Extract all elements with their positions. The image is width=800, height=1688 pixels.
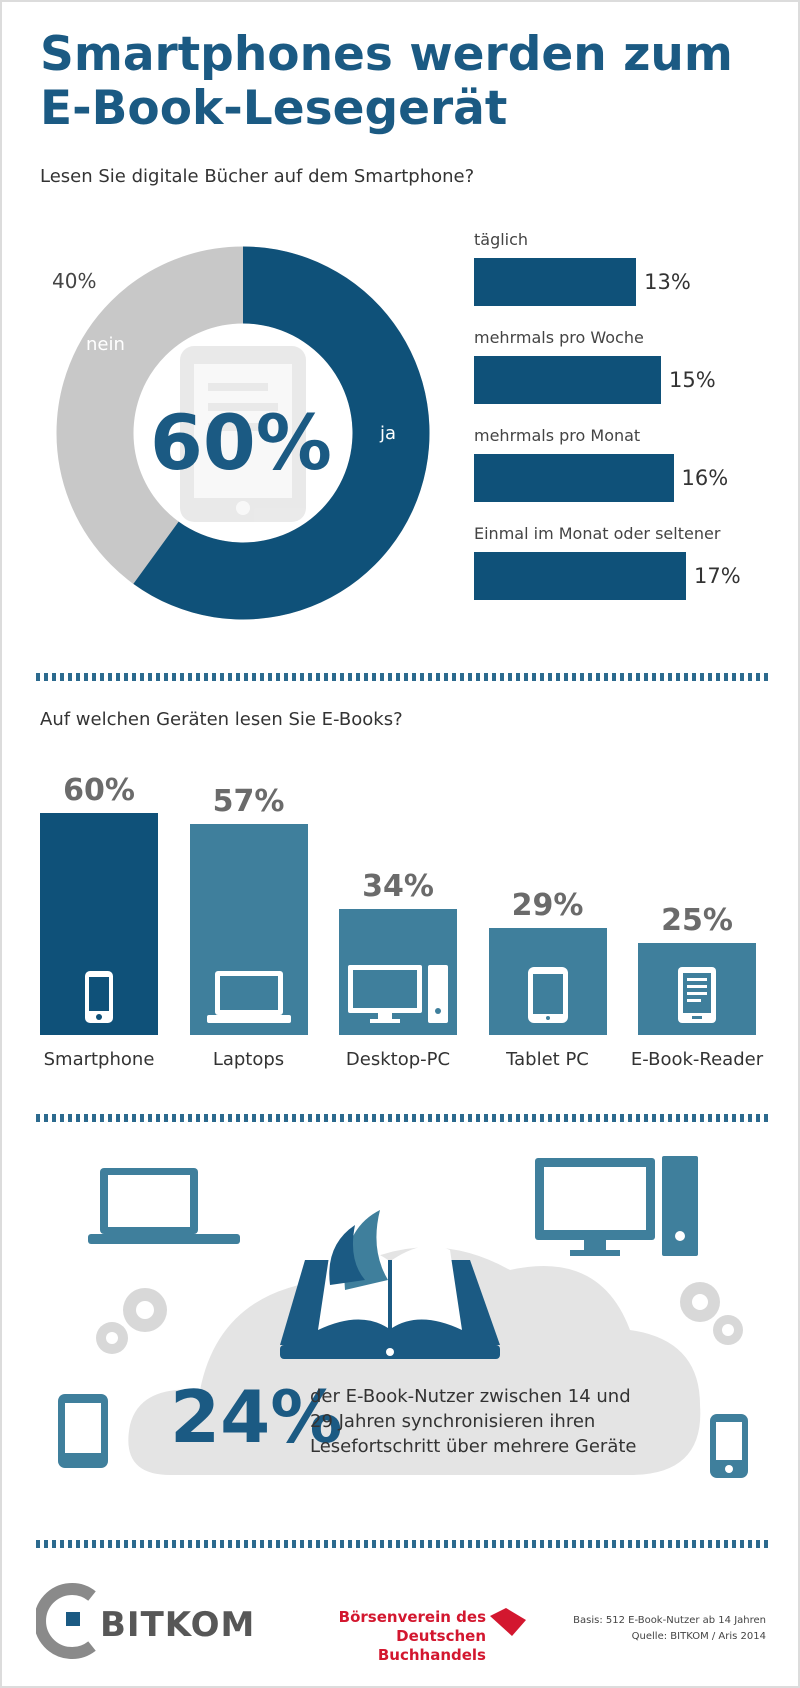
donut-slice-ja	[133, 246, 430, 620]
question-smartphone: Lesen Sie digitale Bücher auf dem Smartp…	[40, 166, 475, 187]
frequency-bar	[474, 356, 662, 404]
device-bar-label: Laptops	[212, 1049, 285, 1070]
frequency-bar-value: 13%	[644, 270, 691, 294]
boersenverein-logo-icon	[490, 1608, 526, 1636]
device-bar-label: Tablet PC	[506, 1049, 589, 1070]
device-bar-value: 57%	[212, 784, 285, 820]
frequency-bar-label: täglich	[474, 230, 529, 249]
divider-2	[36, 1114, 770, 1122]
device-bar-value: 29%	[511, 887, 584, 923]
sync-illustration	[58, 1156, 748, 1478]
question-devices: Auf welchen Geräten lesen Sie E-Books?	[40, 709, 403, 730]
frequency-bar	[474, 552, 686, 600]
device-bar-value: 34%	[362, 869, 434, 905]
bitkom-logo-icon	[36, 1583, 96, 1659]
frequency-bar-value: 16%	[681, 466, 729, 490]
desktop-pc-icon	[348, 965, 448, 1027]
donut-chart	[48, 238, 438, 628]
gear-icon	[96, 1282, 743, 1354]
frequency-bar	[474, 258, 637, 306]
frequency-bar-value: 15%	[669, 368, 716, 392]
frequency-bar-label: mehrmals pro Woche	[474, 328, 644, 347]
device-bar-label: E-Book-Reader	[630, 1049, 764, 1070]
tablet-icon	[527, 967, 568, 1027]
ebook-reader-icon	[678, 967, 716, 1027]
boersenverein-logo-text: Börsenverein des Deutschen Buchhandels	[326, 1608, 486, 1665]
smartphone-icon	[710, 1414, 748, 1478]
device-bar-value: 60%	[63, 773, 135, 808]
footer-quelle: Quelle: BITKOM / Aris 2014	[631, 1631, 766, 1642]
frequency-bar-label: Einmal im Monat oder seltener	[474, 524, 721, 543]
desktop-pc-icon	[535, 1156, 698, 1256]
donut-center-percent: 60%	[150, 398, 332, 487]
laptop-icon	[88, 1168, 240, 1244]
boersenverein-line-1: Börsenverein des	[338, 1608, 486, 1626]
frequency-bar	[474, 454, 674, 502]
title-line-2: E-Book-Lesegerät	[40, 81, 508, 136]
smartphone-icon	[85, 971, 113, 1027]
sync-description: der E-Book-Nutzer zwischen 14 und 29 Jah…	[310, 1386, 637, 1457]
donut-label-nein-percent: 40%	[52, 269, 97, 293]
device-bar-label: Smartphone	[43, 1049, 155, 1070]
sync-percent: 24%	[170, 1375, 343, 1459]
laptop-icon	[206, 969, 291, 1027]
divider-1	[36, 673, 770, 681]
ebook-phone-icon	[180, 346, 306, 522]
device-bar-value: 25%	[661, 902, 733, 938]
cloud-icon	[128, 1247, 701, 1475]
page-title: Smartphones werden zum E-Book-Lesegerät	[40, 28, 740, 136]
title-line-1: Smartphones werden zum	[40, 27, 733, 82]
divider-3	[36, 1540, 770, 1548]
donut-label-ja: ja	[380, 423, 397, 444]
open-book-tablet-icon	[280, 1210, 500, 1359]
frequency-bar-label: mehrmals pro Monat	[474, 426, 641, 445]
device-bar-label: Desktop-PC	[345, 1049, 451, 1070]
frequency-bar-value: 17%	[694, 564, 741, 588]
boersenverein-line-2: Deutschen Buchhandels	[377, 1627, 486, 1664]
tablet-icon	[58, 1394, 108, 1468]
bitkom-logo-text: BITKOM	[100, 1605, 256, 1645]
footer-basis: Basis: 512 E-Book-Nutzer ab 14 Jahren	[573, 1615, 766, 1626]
donut-label-nein: nein	[86, 334, 125, 355]
